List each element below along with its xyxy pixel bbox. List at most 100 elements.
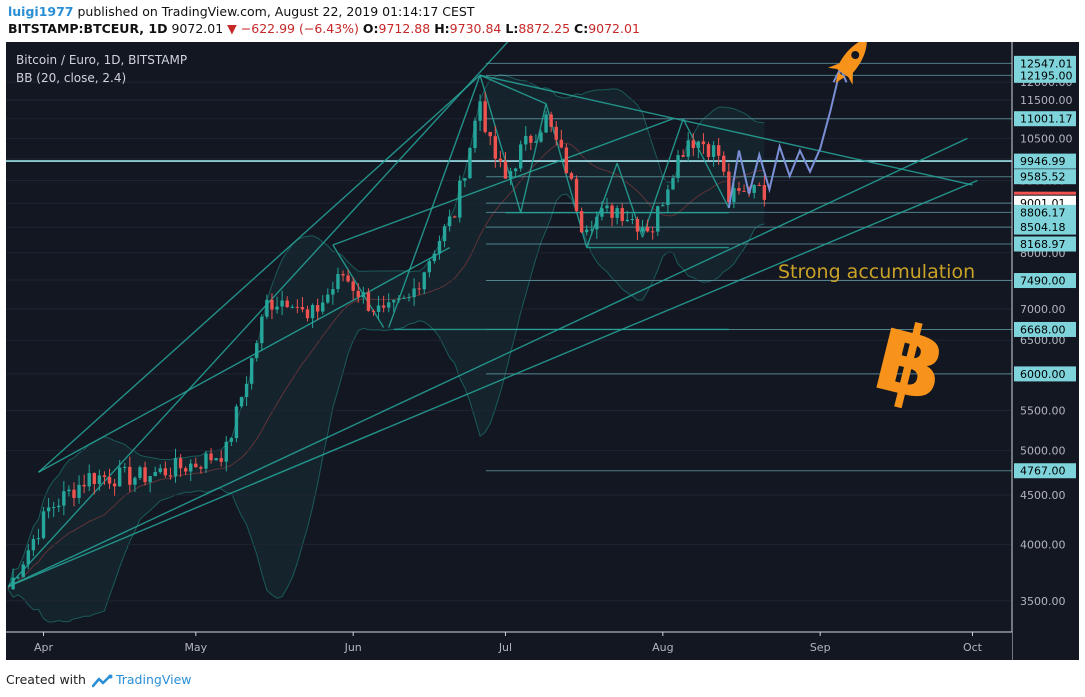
candle-body xyxy=(153,472,157,477)
level-price-label: 7490.00 xyxy=(1020,275,1066,288)
candle-body xyxy=(183,468,188,472)
trendline xyxy=(520,103,547,213)
candle-body xyxy=(219,458,223,462)
candle-body xyxy=(21,564,25,578)
candle-body xyxy=(376,305,381,312)
time-tick-label: Jun xyxy=(344,641,362,654)
candle-body xyxy=(239,396,244,407)
price-change: −622.99 (−6.43%) xyxy=(240,21,359,36)
candle-body xyxy=(737,188,741,191)
candle-body xyxy=(16,577,20,579)
low-value: 8872.25 xyxy=(518,21,571,36)
candle-body xyxy=(442,226,447,242)
candle-body xyxy=(62,491,66,506)
candle-body xyxy=(691,140,695,148)
candle-body xyxy=(82,484,86,487)
level-price-label: 8806.17 xyxy=(1020,206,1066,219)
candle-body xyxy=(529,135,533,143)
candle-body xyxy=(432,253,437,262)
candle-body xyxy=(36,538,41,540)
candle-body xyxy=(310,305,315,319)
trendline xyxy=(38,246,450,473)
tradingview-logo-icon xyxy=(91,674,113,687)
candle-body xyxy=(524,135,528,145)
candle-body xyxy=(671,178,675,190)
candle-body xyxy=(518,144,523,169)
candle-body xyxy=(640,227,645,232)
level-price-tag xyxy=(1014,463,1076,479)
candle-body xyxy=(26,550,31,565)
candle-body xyxy=(178,458,183,469)
price-tick-label: 6500.00 xyxy=(1020,334,1066,347)
candle-body xyxy=(117,467,122,487)
candle-body xyxy=(544,114,548,133)
trendline xyxy=(7,137,968,588)
time-tick-label: Oct xyxy=(963,641,983,654)
candle-body xyxy=(422,272,426,290)
candle-body xyxy=(148,476,152,483)
candle-body xyxy=(513,168,518,172)
price-tick-label: 10500.00 xyxy=(1020,132,1073,145)
candle-body xyxy=(752,184,756,193)
candle-body xyxy=(706,144,711,157)
trendline xyxy=(682,118,730,209)
candle-body xyxy=(681,155,685,157)
candle-body xyxy=(356,290,360,298)
publish-info: luigi1977 published on TradingView.com, … xyxy=(8,4,474,19)
candle-body xyxy=(280,300,284,307)
candle-body xyxy=(574,178,579,212)
price-tick-label: 7000.00 xyxy=(1020,303,1066,316)
candle-body xyxy=(87,473,91,487)
price-chart[interactable]: ฿ 3500.004000.004500.005000.005500.00600… xyxy=(6,42,1079,660)
trendline xyxy=(7,42,509,588)
candle-body xyxy=(77,484,81,498)
candle-body xyxy=(371,310,376,312)
candle-body xyxy=(244,383,249,397)
chart-panel[interactable]: ฿ 3500.004000.004500.005000.005500.00600… xyxy=(6,42,1079,660)
trendline xyxy=(641,118,684,238)
candle-body xyxy=(397,298,401,301)
candle-body xyxy=(290,306,294,308)
trendline xyxy=(479,74,547,105)
candle-body xyxy=(204,453,208,469)
candle-body xyxy=(595,216,599,230)
candle-body xyxy=(650,231,655,233)
candle-body xyxy=(336,274,340,290)
candle-body xyxy=(107,476,112,484)
candle-body xyxy=(534,141,538,143)
level-price-label: 8168.97 xyxy=(1020,238,1066,251)
last-price-marker xyxy=(1014,191,1076,195)
level-price-label: 11001.17 xyxy=(1020,113,1073,126)
candle-body xyxy=(315,305,320,312)
tradingview-link[interactable]: TradingView xyxy=(115,672,192,687)
candle-body xyxy=(199,467,203,469)
candle-body xyxy=(194,463,198,468)
time-tick-label: Aug xyxy=(652,641,673,654)
candle-body xyxy=(189,463,193,472)
candle-body xyxy=(173,458,178,477)
candle-body xyxy=(138,467,142,478)
symbol-name: BITSTAMP:BTCEUR, 1D xyxy=(8,21,168,36)
close-label: C: xyxy=(574,21,589,36)
candle-body xyxy=(447,216,452,227)
high-label: H: xyxy=(434,21,450,36)
price-axis-background xyxy=(1012,42,1079,660)
trendlines xyxy=(7,42,978,588)
candle-body xyxy=(72,489,76,498)
candle-body xyxy=(51,507,56,509)
level-price-tag xyxy=(1014,273,1076,289)
price-tick-label: 11500.00 xyxy=(1020,94,1073,107)
candle-body xyxy=(579,211,584,233)
symbol-bar: BITSTAMP:BTCEUR, 1D 9072.01 ▼ −622.99 (−… xyxy=(8,21,640,36)
candle-body xyxy=(473,120,477,149)
level-price-tag xyxy=(1014,153,1076,169)
price-tick-label: 5500.00 xyxy=(1020,405,1066,418)
price-axis: 3500.00 4000.00 4500.00 5000.00 5500.00 6000.… xyxy=(1011,42,1079,660)
author-name[interactable]: luigi1977 xyxy=(8,4,74,19)
bollinger-basis xyxy=(7,142,765,590)
trendline xyxy=(479,74,973,186)
candle-body xyxy=(488,131,492,137)
candle-body xyxy=(143,467,147,483)
candle-body xyxy=(163,468,168,476)
